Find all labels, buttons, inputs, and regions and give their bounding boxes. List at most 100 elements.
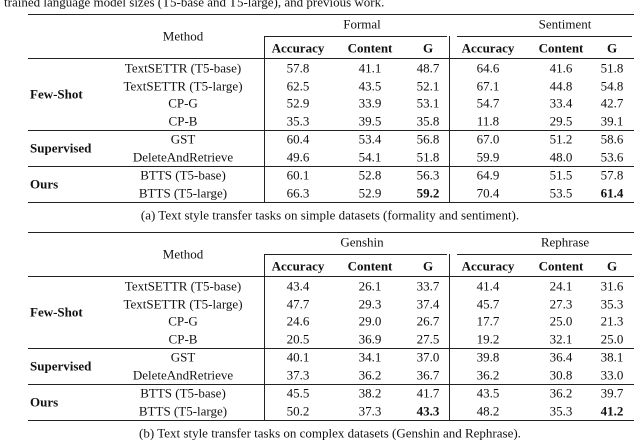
- rule: [457, 254, 632, 255]
- cell: 26.7: [416, 313, 440, 329]
- cell: 67.0: [476, 131, 500, 147]
- method-name: BTTS (T5-base): [140, 167, 226, 183]
- cell: 56.8: [416, 131, 440, 147]
- section-label: Ours: [30, 394, 59, 410]
- cell: 37.3: [286, 367, 310, 382]
- section-label: Few-Shot: [30, 86, 83, 102]
- cell: 39.5: [358, 113, 382, 128]
- cell: 57.8: [286, 60, 310, 76]
- metric-header: Content: [347, 258, 393, 274]
- cell: 30.8: [549, 367, 573, 382]
- cell: 35.8: [416, 113, 440, 128]
- cell: 34.1: [358, 349, 382, 365]
- rule: [28, 201, 634, 203]
- cell: 41.7: [416, 385, 440, 401]
- cell: 51.8: [600, 60, 624, 76]
- method-name: TextSETTR (T5-large): [123, 78, 243, 93]
- cell: 33.9: [358, 95, 382, 111]
- cell: 40.1: [286, 349, 310, 365]
- cell: 51.5: [549, 167, 573, 183]
- cell: 24.1: [549, 278, 573, 294]
- cell: 24.6: [286, 313, 310, 329]
- cell: 61.4: [600, 185, 624, 200]
- cell: 64.6: [476, 60, 500, 76]
- column-rule: [264, 36, 265, 202]
- metric-header: Content: [538, 40, 584, 56]
- cell: 57.8: [600, 167, 624, 183]
- cell: 52.9: [358, 185, 382, 200]
- cell: 37.3: [358, 403, 382, 418]
- metric-header: G: [606, 40, 618, 56]
- cell: 43.4: [286, 278, 310, 294]
- method-name: BTTS (T5-large): [138, 403, 228, 418]
- cell: 45.5: [286, 385, 310, 401]
- column-rule: [449, 36, 450, 202]
- cell: 39.1: [600, 113, 624, 128]
- cell: 32.1: [549, 331, 573, 346]
- metric-header: G: [422, 258, 434, 274]
- cell: 36.2: [549, 385, 573, 401]
- cell: 29.5: [549, 113, 573, 128]
- cell: 54.8: [600, 78, 624, 93]
- cell: 36.2: [476, 367, 500, 382]
- cell: 52.8: [358, 167, 382, 183]
- cell: 52.9: [286, 95, 310, 111]
- cell: 38.1: [600, 349, 624, 365]
- section-label: Supervised: [30, 140, 92, 156]
- group-header: Sentiment: [538, 16, 592, 32]
- cell: 44.8: [549, 78, 573, 93]
- method-name: CP-G: [168, 95, 198, 111]
- cell: 45.7: [476, 296, 500, 311]
- rule: [265, 36, 447, 37]
- group-header: Formal: [343, 16, 381, 32]
- cell: 51.8: [416, 149, 440, 164]
- method-name: TextSETTR (T5-base): [124, 60, 242, 76]
- method-header: Method: [162, 28, 204, 44]
- cell: 27.3: [549, 296, 573, 311]
- cell: 66.3: [286, 185, 310, 200]
- cell: 60.1: [286, 167, 310, 183]
- metric-header: Accuracy: [271, 258, 325, 274]
- cell: 39.8: [476, 349, 500, 365]
- cell: 41.1: [358, 60, 382, 76]
- cell: 59.9: [476, 149, 500, 164]
- rule: [28, 232, 634, 233]
- cell: 33.7: [416, 278, 440, 294]
- cell: 53.4: [358, 131, 382, 147]
- cell: 41.4: [476, 278, 500, 294]
- cell: 21.3: [600, 313, 624, 329]
- cell: 17.7: [476, 313, 500, 329]
- cell: 59.2: [416, 185, 440, 200]
- cell: 36.7: [416, 367, 440, 382]
- rule: [28, 129, 634, 131]
- cell: 48.7: [416, 60, 440, 76]
- cell: 54.1: [358, 149, 382, 164]
- cell: 19.2: [476, 331, 500, 346]
- method-name: TextSETTR (T5-large): [123, 296, 243, 311]
- intro-text: trained language model sizes (T5-base an…: [4, 0, 385, 10]
- cell: 38.2: [358, 385, 382, 401]
- rule: [265, 254, 447, 255]
- method-header: Method: [162, 246, 204, 262]
- cell: 39.7: [600, 385, 624, 401]
- method-name: GST: [170, 349, 196, 365]
- cell: 54.7: [476, 95, 500, 111]
- cell: 37.4: [416, 296, 440, 311]
- cell: 60.4: [286, 131, 310, 147]
- cell: 48.0: [549, 149, 573, 164]
- group-header: Genshin: [340, 234, 384, 250]
- method-name: GST: [170, 131, 196, 147]
- cell: 36.2: [358, 367, 382, 382]
- caption: (b) Text style transfer tasks on complex…: [139, 425, 521, 440]
- cell: 41.2: [600, 403, 624, 418]
- cell: 43.5: [476, 385, 500, 401]
- cell: 56.3: [416, 167, 440, 183]
- cell: 35.3: [549, 403, 573, 418]
- metric-header: Content: [538, 258, 584, 274]
- cell: 53.6: [600, 149, 624, 164]
- metric-header: Content: [347, 40, 393, 56]
- cell: 37.0: [416, 349, 440, 365]
- section-label: Supervised: [30, 358, 92, 374]
- method-name: CP-G: [168, 313, 198, 329]
